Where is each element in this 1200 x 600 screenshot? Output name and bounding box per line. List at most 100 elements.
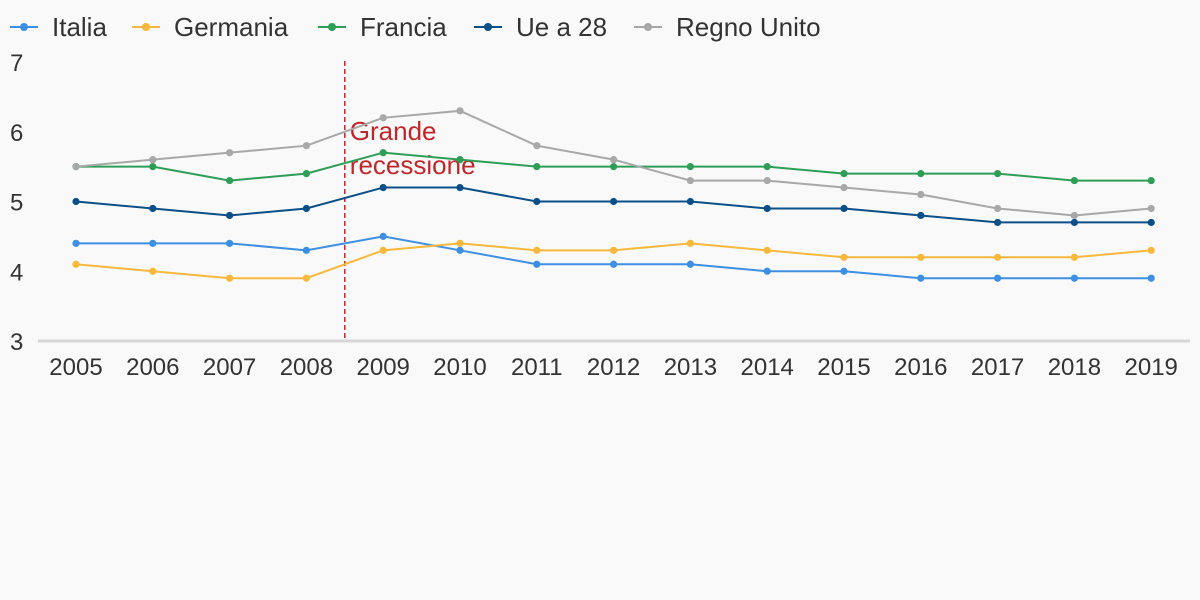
- data-point-3-0: [72, 197, 80, 206]
- legend-marker-2: [328, 23, 336, 31]
- x-tick-label-9: 2014: [741, 354, 794, 381]
- data-point-0-1: [149, 239, 157, 247]
- x-tick-label-5: 2010: [433, 354, 486, 381]
- data-point-3-13: [1070, 218, 1078, 227]
- data-point-1-1: [149, 267, 157, 275]
- data-point-4-4: [379, 114, 387, 122]
- data-point-0-7: [610, 260, 618, 268]
- data-point-3-8: [686, 197, 695, 206]
- legend-marker-0: [20, 23, 28, 31]
- data-point-4-10: [840, 183, 848, 192]
- x-tick-label-11: 2016: [894, 354, 947, 381]
- legend-label-4: Regno Unito: [676, 12, 821, 42]
- x-tick-label-3: 2008: [280, 354, 333, 381]
- series-group: [72, 107, 1155, 282]
- data-point-1-0: [72, 260, 80, 268]
- data-point-3-6: [533, 197, 541, 206]
- legend-marker-3: [484, 23, 492, 31]
- data-point-3-11: [917, 211, 925, 220]
- data-point-4-13: [1070, 211, 1078, 220]
- data-point-0-11: [917, 274, 925, 282]
- data-point-2-3: [302, 170, 310, 178]
- data-point-1-8: [686, 239, 695, 247]
- data-point-3-3: [302, 204, 310, 213]
- data-point-3-5: [456, 183, 464, 192]
- data-point-0-2: [226, 239, 234, 247]
- data-point-1-3: [302, 274, 310, 282]
- data-point-3-12: [994, 218, 1002, 227]
- data-point-0-0: [72, 239, 80, 247]
- data-point-3-9: [763, 204, 771, 213]
- x-tick-label-13: 2018: [1048, 354, 1101, 381]
- data-point-3-7: [610, 197, 618, 206]
- data-point-4-2: [226, 149, 234, 157]
- data-point-1-4: [379, 246, 387, 254]
- data-point-4-11: [917, 190, 925, 199]
- data-point-4-12: [994, 204, 1002, 213]
- legend-label-2: Francia: [360, 12, 447, 42]
- data-point-0-12: [994, 274, 1002, 282]
- legend-label-1: Germania: [174, 12, 289, 42]
- data-point-4-5: [456, 107, 464, 115]
- x-tick-label-2: 2007: [203, 354, 256, 381]
- legend-marker-4: [644, 23, 652, 31]
- data-point-2-14: [1147, 176, 1155, 185]
- data-point-1-7: [610, 246, 618, 254]
- data-point-0-5: [456, 246, 464, 254]
- x-tick-label-0: 2005: [49, 354, 102, 381]
- recession-label-line-0: Grande: [350, 116, 437, 146]
- data-point-2-4: [379, 149, 387, 157]
- data-point-1-2: [226, 274, 234, 282]
- data-point-2-9: [763, 163, 771, 171]
- x-tick-label-14: 2019: [1125, 354, 1178, 381]
- data-point-2-1: [149, 163, 157, 171]
- x-tick-label-8: 2013: [664, 354, 717, 381]
- data-point-3-10: [840, 204, 848, 213]
- series-2: [72, 149, 1155, 185]
- data-point-3-1: [149, 204, 157, 213]
- x-tick-label-10: 2015: [817, 354, 870, 381]
- data-point-1-5: [456, 239, 464, 247]
- data-point-4-14: [1147, 204, 1155, 213]
- data-point-3-4: [379, 183, 387, 192]
- data-point-3-2: [226, 211, 234, 220]
- data-point-4-3: [302, 142, 310, 150]
- data-point-4-0: [72, 163, 80, 171]
- data-point-4-6: [533, 142, 541, 150]
- data-point-0-9: [763, 267, 771, 275]
- data-point-1-14: [1147, 246, 1155, 254]
- data-point-1-6: [533, 246, 541, 254]
- series-3: [72, 183, 1155, 227]
- y-tick-label-1: 4: [10, 259, 23, 286]
- legend-label-0: Italia: [52, 12, 107, 42]
- data-point-4-8: [686, 176, 695, 185]
- y-tick-label-4: 7: [10, 50, 23, 77]
- data-point-2-8: [686, 163, 695, 171]
- data-point-1-11: [917, 253, 925, 261]
- data-point-0-3: [302, 246, 310, 254]
- data-point-2-12: [994, 170, 1002, 178]
- legend-marker-1: [142, 23, 150, 31]
- legend-label-3: Ue a 28: [516, 12, 607, 42]
- data-point-0-10: [840, 267, 848, 275]
- y-tick-label-2: 5: [10, 190, 23, 217]
- data-point-1-10: [840, 253, 848, 261]
- x-axis: 2005 2006 2007 2008 2009 2010 2011 2012 2013 2014…: [38, 339, 1190, 381]
- y-tick-label-3: 6: [10, 120, 23, 147]
- data-point-2-6: [533, 163, 541, 171]
- data-point-2-10: [840, 170, 848, 178]
- data-point-1-12: [994, 253, 1002, 261]
- data-point-4-1: [149, 156, 157, 164]
- data-point-4-7: [610, 156, 618, 164]
- series-4: [72, 107, 1155, 220]
- data-point-3-14: [1147, 218, 1155, 227]
- x-tick-label-6: 2011: [511, 354, 563, 381]
- series-0: [72, 232, 1155, 282]
- legend: Italia Germania Francia Ue a 28 Regno Unito: [10, 12, 821, 42]
- x-tick-label-12: 2017: [971, 354, 1024, 381]
- data-point-0-14: [1147, 274, 1155, 282]
- data-point-1-13: [1070, 253, 1078, 261]
- data-point-4-9: [763, 176, 771, 185]
